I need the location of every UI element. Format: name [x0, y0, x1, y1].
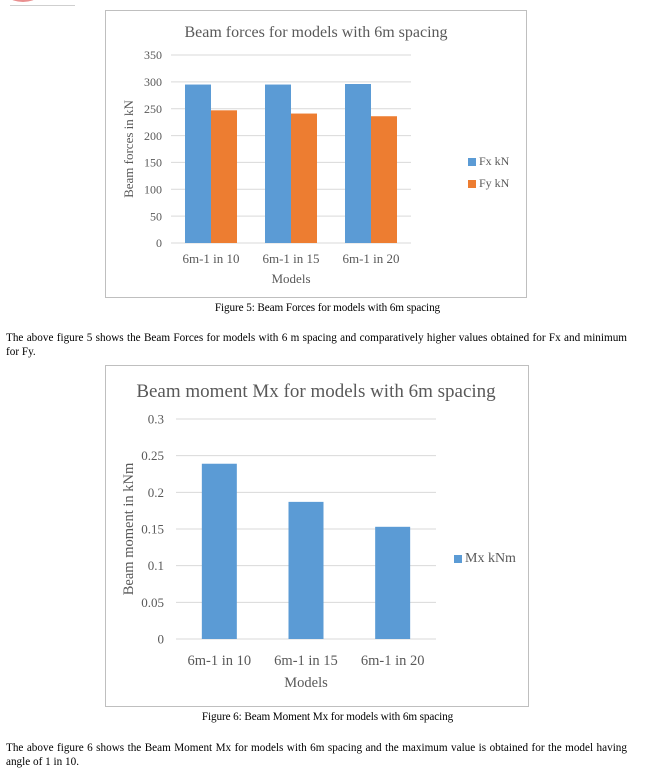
y-tick-label: 50 [150, 209, 162, 223]
bar-fy-kn [291, 113, 317, 243]
bar-fx-kn [185, 84, 211, 244]
legend-label: Fy kN [479, 176, 510, 190]
y-tick-label: 0.3 [148, 412, 164, 427]
chart-title: Beam moment Mx for models with 6m spacin… [136, 381, 496, 402]
y-tick-label: 0 [158, 632, 165, 647]
chart-title: Beam forces for models with 6m spacing [184, 24, 447, 41]
legend-label: Fx kN [479, 154, 510, 168]
y-axis-label: Beam forces in kN [121, 99, 136, 197]
legend-swatch [454, 555, 462, 563]
figure-5-paragraph: The above figure 5 shows the Beam Forces… [6, 332, 627, 358]
x-category-label: 6m-1 in 10 [188, 653, 252, 669]
x-category-label: 6m-1 in 20 [342, 251, 399, 266]
y-tick-label: 0.15 [141, 522, 164, 537]
y-tick-label: 100 [144, 182, 162, 196]
beam-moment-chart-svg: Beam moment Mx for models with 6m spacin… [121, 381, 516, 691]
figure-6-caption: Figure 6: Beam Moment Mx for models with… [201, 711, 454, 723]
bar-mx-knm [201, 463, 237, 639]
y-tick-label: 150 [144, 156, 162, 170]
bar-fx-kn [345, 84, 371, 244]
x-category-label: 6m-1 in 15 [262, 251, 319, 266]
decorative-rule [10, 5, 75, 6]
y-tick-label: 250 [144, 102, 162, 116]
x-axis-label: Models [284, 675, 328, 691]
bar-fx-kn [265, 84, 291, 244]
y-tick-label: 0.25 [141, 448, 164, 463]
y-axis-label: Beam moment in kNm [121, 462, 137, 595]
y-tick-label: 0.1 [148, 558, 164, 573]
legend-swatch [468, 180, 476, 188]
x-axis-label: Models [272, 271, 311, 286]
y-tick-label: 200 [144, 129, 162, 143]
x-category-label: 6m-1 in 20 [361, 653, 425, 669]
legend-label: Mx kNm [465, 551, 516, 566]
y-tick-label: 0.05 [141, 595, 164, 610]
bar-mx-knm [375, 526, 411, 639]
bar-fy-kn [371, 116, 397, 243]
figure-5-caption: Figure 5: Beam Forces for models with 6m… [214, 302, 441, 314]
y-tick-label: 350 [144, 48, 162, 62]
legend-swatch [468, 158, 476, 166]
bar-mx-knm [288, 501, 324, 639]
x-category-label: 6m-1 in 15 [274, 653, 338, 669]
y-tick-label: 0.2 [148, 485, 164, 500]
beam-forces-chart: Beam forces for models with 6m spacing 0 5… [105, 10, 527, 298]
figure-6-paragraph: The above figure 6 shows the Beam Moment… [6, 742, 627, 768]
y-tick-label: 300 [144, 75, 162, 89]
x-category-label: 6m-1 in 10 [182, 251, 239, 266]
y-tick-label: 0 [156, 236, 162, 250]
beam-moment-chart: Beam moment Mx for models with 6m spacin… [105, 365, 529, 707]
decorative-arc [0, 0, 46, 2]
bar-fy-kn [211, 110, 237, 243]
beam-forces-chart-svg: Beam forces for models with 6m spacing 0 5… [121, 24, 510, 286]
